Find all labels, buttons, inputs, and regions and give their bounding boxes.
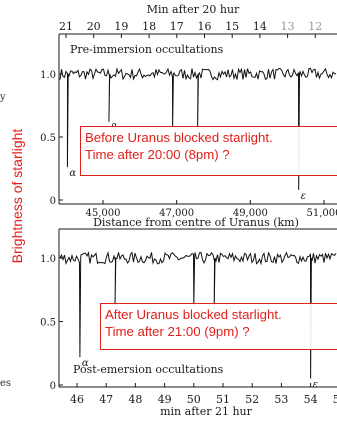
- top-tick-label: 21: [59, 20, 73, 33]
- top-tick-label: 15: [225, 20, 239, 33]
- top-tick-label: 13: [281, 20, 295, 33]
- top-panel-label: Pre-immersion occultations: [70, 43, 224, 56]
- bottom-tick-label: 50: [187, 393, 201, 406]
- top-y-ticks: 1.0 0.5 0: [40, 70, 63, 207]
- top-time-ticks: 21 20 19 18 17 16 15 14 13 12: [59, 20, 322, 38]
- bottom-tick-label: 49: [158, 393, 172, 406]
- bottom-tick-label: 47: [99, 393, 113, 406]
- annotation-before-line1: Before Uranus blocked starlight.: [85, 130, 273, 145]
- top-tick-label: 14: [253, 20, 267, 33]
- cropped-text-fragment: y: [0, 92, 6, 103]
- top-tick-label: 12: [308, 20, 322, 33]
- bottom-light-curve: [59, 251, 337, 379]
- bottom-tick-label: 51: [216, 393, 230, 406]
- annotation-before: Before Uranus blocked starlight. Time af…: [80, 126, 337, 176]
- cropped-text-fragment: es: [0, 378, 12, 389]
- top-tick-label: 18: [142, 20, 156, 33]
- bottom-tick-label: 54: [304, 393, 318, 406]
- ring-label: ε: [301, 191, 306, 202]
- y-tick-label: 0: [50, 381, 56, 392]
- annotation-after-line2: Time after 21:00 (9pm) ?: [105, 324, 250, 339]
- bottom-tick-label: 48: [128, 393, 142, 406]
- ring-label: α: [82, 358, 89, 369]
- distance-tick-label: 51,000: [307, 208, 337, 219]
- annotation-after-line1: After Uranus blocked starlight.: [105, 307, 282, 322]
- ring-label: ε: [313, 380, 318, 391]
- bottom-tick-label: 55: [333, 393, 337, 406]
- y-tick-label: 0.5: [40, 133, 56, 144]
- bottom-y-ticks: 1.0 0.5 0: [40, 254, 63, 392]
- bottom-axis-label: min after 21 hur: [160, 405, 253, 418]
- top-tick-label: 19: [114, 20, 128, 33]
- bottom-panel-label: Post-emersion occultations: [73, 363, 224, 376]
- y-tick-label: 1.0: [40, 254, 56, 265]
- top-tick-label: 16: [198, 20, 212, 33]
- brightness-y-label: Brightness of starlight: [9, 128, 25, 264]
- top-light-curve: [59, 67, 337, 190]
- top-tick-label: 17: [170, 20, 184, 33]
- bottom-tick-label: 52: [245, 393, 259, 406]
- bottom-tick-label: 53: [274, 393, 288, 406]
- top-axis-label: Min after 20 hur: [147, 3, 240, 16]
- top-tick-label: 20: [87, 20, 101, 33]
- y-tick-label: 1.0: [40, 70, 56, 81]
- bottom-tick-label: 46: [70, 393, 84, 406]
- y-tick-label: 0.5: [40, 318, 56, 329]
- annotation-after: After Uranus blocked starlight. Time aft…: [100, 303, 337, 350]
- distance-tick-label: 45,000: [86, 208, 121, 219]
- distance-ticks: 45,000 47,000 49,000 51,000: [86, 200, 337, 219]
- distance-tick-label: 49,000: [233, 208, 268, 219]
- bottom-time-ticks: 46 47 48 49 50 51 52 53 54 55: [70, 383, 337, 406]
- y-tick-label: 0: [50, 196, 56, 207]
- distance-axis-label: Distance from centre of Uranus (km): [93, 216, 299, 229]
- distance-tick-label: 47,000: [159, 208, 194, 219]
- ring-label: α: [69, 168, 76, 179]
- annotation-before-line2: Time after 20:00 (8pm) ?: [85, 147, 230, 162]
